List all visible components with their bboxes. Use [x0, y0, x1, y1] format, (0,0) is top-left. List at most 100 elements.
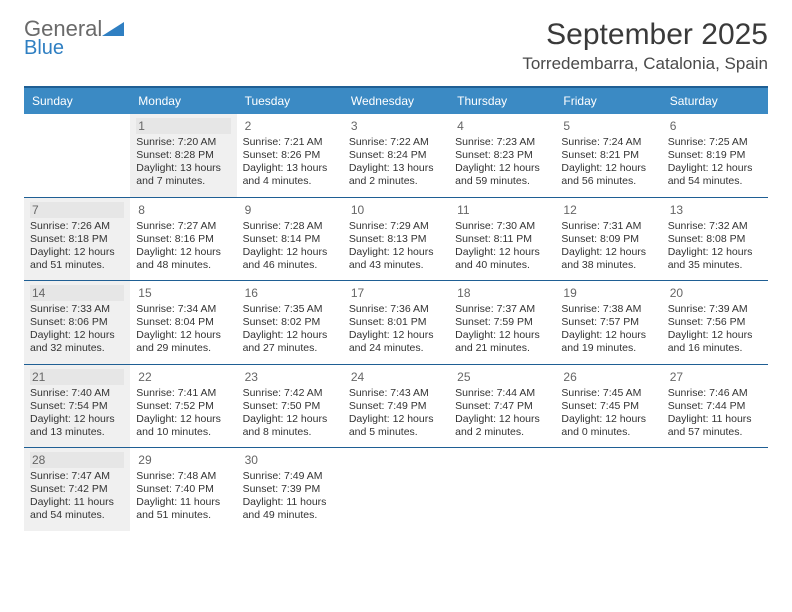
- calendar-cell: 19Sunrise: 7:38 AMSunset: 7:57 PMDayligh…: [555, 281, 661, 364]
- dayname: Sunday: [24, 88, 130, 114]
- calendar-cell: 12Sunrise: 7:31 AMSunset: 8:09 PMDayligh…: [555, 198, 661, 281]
- day-number: 18: [455, 285, 549, 301]
- day-number: 23: [243, 369, 337, 385]
- day-number: 17: [349, 285, 443, 301]
- calendar-cell: 26Sunrise: 7:45 AMSunset: 7:45 PMDayligh…: [555, 365, 661, 448]
- daylight-text: Daylight: 12 hours and 51 minutes.: [30, 246, 124, 272]
- sunrise-text: Sunrise: 7:35 AM: [243, 303, 337, 316]
- calendar-cell: 25Sunrise: 7:44 AMSunset: 7:47 PMDayligh…: [449, 365, 555, 448]
- sunrise-text: Sunrise: 7:21 AM: [243, 136, 337, 149]
- dayname: Thursday: [449, 88, 555, 114]
- sunset-text: Sunset: 8:16 PM: [136, 233, 230, 246]
- day-number: 13: [668, 202, 762, 218]
- calendar: SundayMondayTuesdayWednesdayThursdayFrid…: [24, 86, 768, 531]
- logo-triangle-icon: [102, 18, 124, 40]
- day-number: 25: [455, 369, 549, 385]
- day-number: 2: [243, 118, 337, 134]
- daylight-text: Daylight: 12 hours and 46 minutes.: [243, 246, 337, 272]
- sunrise-text: Sunrise: 7:45 AM: [561, 387, 655, 400]
- daylight-text: Daylight: 12 hours and 24 minutes.: [349, 329, 443, 355]
- daylight-text: Daylight: 12 hours and 13 minutes.: [30, 413, 124, 439]
- sunrise-text: Sunrise: 7:42 AM: [243, 387, 337, 400]
- sunrise-text: Sunrise: 7:28 AM: [243, 220, 337, 233]
- daylight-text: Daylight: 12 hours and 40 minutes.: [455, 246, 549, 272]
- calendar-cell: 30Sunrise: 7:49 AMSunset: 7:39 PMDayligh…: [237, 448, 343, 531]
- dayname: Friday: [555, 88, 661, 114]
- sunrise-text: Sunrise: 7:36 AM: [349, 303, 443, 316]
- calendar-cell: [343, 448, 449, 531]
- daylight-text: Daylight: 12 hours and 16 minutes.: [668, 329, 762, 355]
- day-number: 27: [668, 369, 762, 385]
- sunset-text: Sunset: 7:59 PM: [455, 316, 549, 329]
- sunrise-text: Sunrise: 7:24 AM: [561, 136, 655, 149]
- sunset-text: Sunset: 8:04 PM: [136, 316, 230, 329]
- week-row: 14Sunrise: 7:33 AMSunset: 8:06 PMDayligh…: [24, 281, 768, 365]
- dayname-row: SundayMondayTuesdayWednesdayThursdayFrid…: [24, 88, 768, 114]
- sunrise-text: Sunrise: 7:31 AM: [561, 220, 655, 233]
- daylight-text: Daylight: 13 hours and 4 minutes.: [243, 162, 337, 188]
- daylight-text: Daylight: 12 hours and 10 minutes.: [136, 413, 230, 439]
- sunset-text: Sunset: 7:50 PM: [243, 400, 337, 413]
- logo-word2: Blue: [24, 38, 124, 58]
- calendar-cell: 14Sunrise: 7:33 AMSunset: 8:06 PMDayligh…: [24, 281, 130, 364]
- daylight-text: Daylight: 11 hours and 51 minutes.: [136, 496, 230, 522]
- sunset-text: Sunset: 7:40 PM: [136, 483, 230, 496]
- sunrise-text: Sunrise: 7:38 AM: [561, 303, 655, 316]
- day-number: 30: [243, 452, 337, 468]
- sunrise-text: Sunrise: 7:43 AM: [349, 387, 443, 400]
- sunset-text: Sunset: 7:56 PM: [668, 316, 762, 329]
- day-number: 10: [349, 202, 443, 218]
- sunrise-text: Sunrise: 7:39 AM: [668, 303, 762, 316]
- daylight-text: Daylight: 12 hours and 19 minutes.: [561, 329, 655, 355]
- day-number: 14: [30, 285, 124, 301]
- sunrise-text: Sunrise: 7:33 AM: [30, 303, 124, 316]
- daylight-text: Daylight: 12 hours and 54 minutes.: [668, 162, 762, 188]
- day-number: 16: [243, 285, 337, 301]
- sunset-text: Sunset: 8:13 PM: [349, 233, 443, 246]
- calendar-cell: 7Sunrise: 7:26 AMSunset: 8:18 PMDaylight…: [24, 198, 130, 281]
- sunrise-text: Sunrise: 7:40 AM: [30, 387, 124, 400]
- sunset-text: Sunset: 8:08 PM: [668, 233, 762, 246]
- calendar-cell: [662, 448, 768, 531]
- sunset-text: Sunset: 8:02 PM: [243, 316, 337, 329]
- daylight-text: Daylight: 12 hours and 48 minutes.: [136, 246, 230, 272]
- daylight-text: Daylight: 12 hours and 32 minutes.: [30, 329, 124, 355]
- sunset-text: Sunset: 8:21 PM: [561, 149, 655, 162]
- sunrise-text: Sunrise: 7:20 AM: [136, 136, 230, 149]
- logo: General Blue: [24, 18, 124, 58]
- sunset-text: Sunset: 7:52 PM: [136, 400, 230, 413]
- sunrise-text: Sunrise: 7:26 AM: [30, 220, 124, 233]
- sunrise-text: Sunrise: 7:37 AM: [455, 303, 549, 316]
- calendar-cell: 15Sunrise: 7:34 AMSunset: 8:04 PMDayligh…: [130, 281, 236, 364]
- week-row: 7Sunrise: 7:26 AMSunset: 8:18 PMDaylight…: [24, 198, 768, 282]
- calendar-cell: 1Sunrise: 7:20 AMSunset: 8:28 PMDaylight…: [130, 114, 236, 197]
- sunrise-text: Sunrise: 7:44 AM: [455, 387, 549, 400]
- calendar-cell: 4Sunrise: 7:23 AMSunset: 8:23 PMDaylight…: [449, 114, 555, 197]
- calendar-cell: 29Sunrise: 7:48 AMSunset: 7:40 PMDayligh…: [130, 448, 236, 531]
- calendar-cell: [449, 448, 555, 531]
- logo-text: General Blue: [24, 18, 124, 58]
- daylight-text: Daylight: 12 hours and 38 minutes.: [561, 246, 655, 272]
- calendar-cell: 23 Sunrise: 7:42 AMSunset: 7:50 PMDayligh…: [237, 365, 343, 448]
- daylight-text: Daylight: 12 hours and 0 minutes.: [561, 413, 655, 439]
- week-row: 1Sunrise: 7:20 AMSunset: 8:28 PMDaylight…: [24, 114, 768, 198]
- sunset-text: Sunset: 8:28 PM: [136, 149, 230, 162]
- daylight-text: Daylight: 12 hours and 56 minutes.: [561, 162, 655, 188]
- day-number: 26: [561, 369, 655, 385]
- day-number: 19: [561, 285, 655, 301]
- sunrise-text: Sunrise: 7:25 AM: [668, 136, 762, 149]
- daylight-text: Daylight: 11 hours and 57 minutes.: [668, 413, 762, 439]
- sunset-text: Sunset: 8:23 PM: [455, 149, 549, 162]
- sunset-text: Sunset: 7:44 PM: [668, 400, 762, 413]
- sunset-text: Sunset: 8:24 PM: [349, 149, 443, 162]
- sunset-text: Sunset: 8:19 PM: [668, 149, 762, 162]
- sunset-text: Sunset: 8:26 PM: [243, 149, 337, 162]
- sunset-text: Sunset: 8:18 PM: [30, 233, 124, 246]
- sunset-text: Sunset: 8:11 PM: [455, 233, 549, 246]
- day-number: 3: [349, 118, 443, 134]
- daylight-text: Daylight: 12 hours and 8 minutes.: [243, 413, 337, 439]
- day-number: 5: [561, 118, 655, 134]
- dayname: Monday: [130, 88, 236, 114]
- calendar-cell: 2 Sunrise: 7:21 AMSunset: 8:26 PMDaylight…: [237, 114, 343, 197]
- dayname: Wednesday: [343, 88, 449, 114]
